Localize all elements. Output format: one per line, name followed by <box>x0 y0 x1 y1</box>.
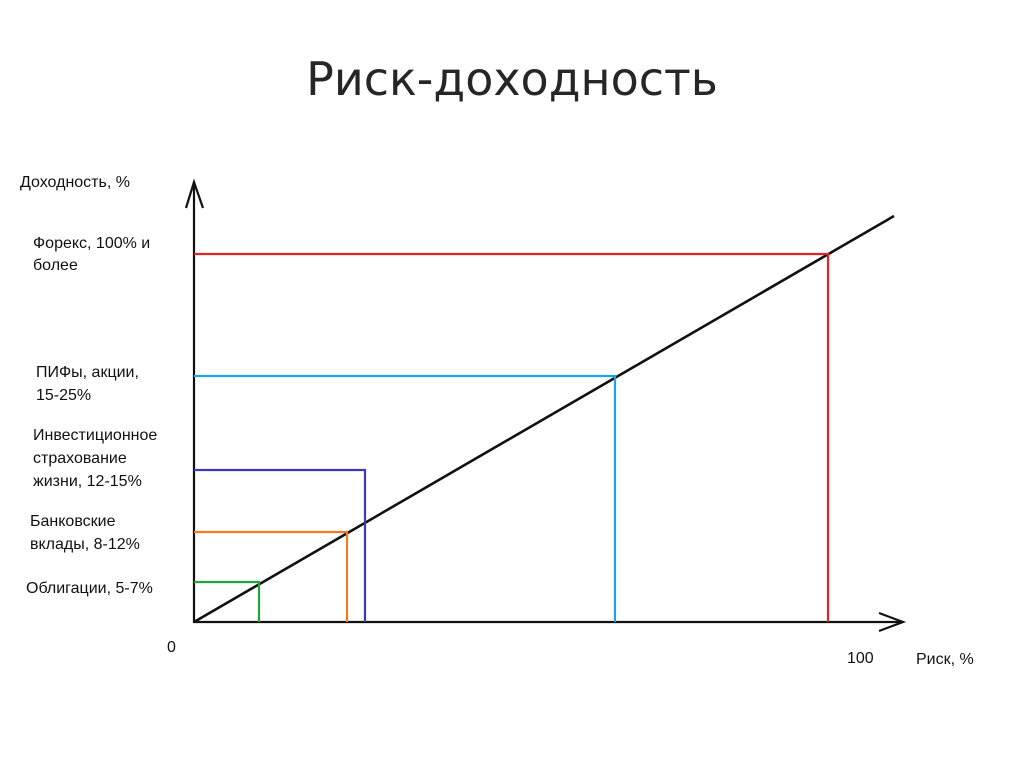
x-axis-arrow-icon <box>878 611 907 633</box>
level-guide-forex <box>194 252 830 622</box>
slide-title: Риск-доходность <box>306 52 718 106</box>
level-label-insurance-line3: жизни, 12-15% <box>33 473 142 490</box>
level-guide-insurance <box>194 468 367 622</box>
level-guides <box>194 252 830 622</box>
level-label-deposits-line2: вклады, 8-12% <box>30 536 140 553</box>
level-guide-deposits <box>194 530 349 622</box>
level-label-bonds: Облигации, 5-7% <box>26 580 153 597</box>
y-axis-arrow-icon <box>184 178 205 209</box>
risk-return-line <box>193 214 895 624</box>
level-label-forex-line1: Форекс, 100% и <box>33 235 150 252</box>
y-axis-label: Доходность, % <box>20 174 130 191</box>
level-label-funds-line2: 15-25% <box>36 387 91 404</box>
level-guide-funds <box>194 374 617 622</box>
origin-label: 0 <box>167 639 176 656</box>
level-label-deposits-line1: Банковские <box>30 513 116 530</box>
level-label-insurance-line1: Инвестиционное <box>33 427 157 444</box>
x-axis-label: Риск, % <box>916 651 974 668</box>
level-label-funds-line1: ПИФы, акции, <box>36 364 139 381</box>
level-guide-bonds <box>194 580 261 622</box>
level-label-insurance-line2: страхование <box>33 450 127 467</box>
x-max-label: 100 <box>847 650 874 667</box>
level-label-forex-line2: более <box>33 257 78 274</box>
